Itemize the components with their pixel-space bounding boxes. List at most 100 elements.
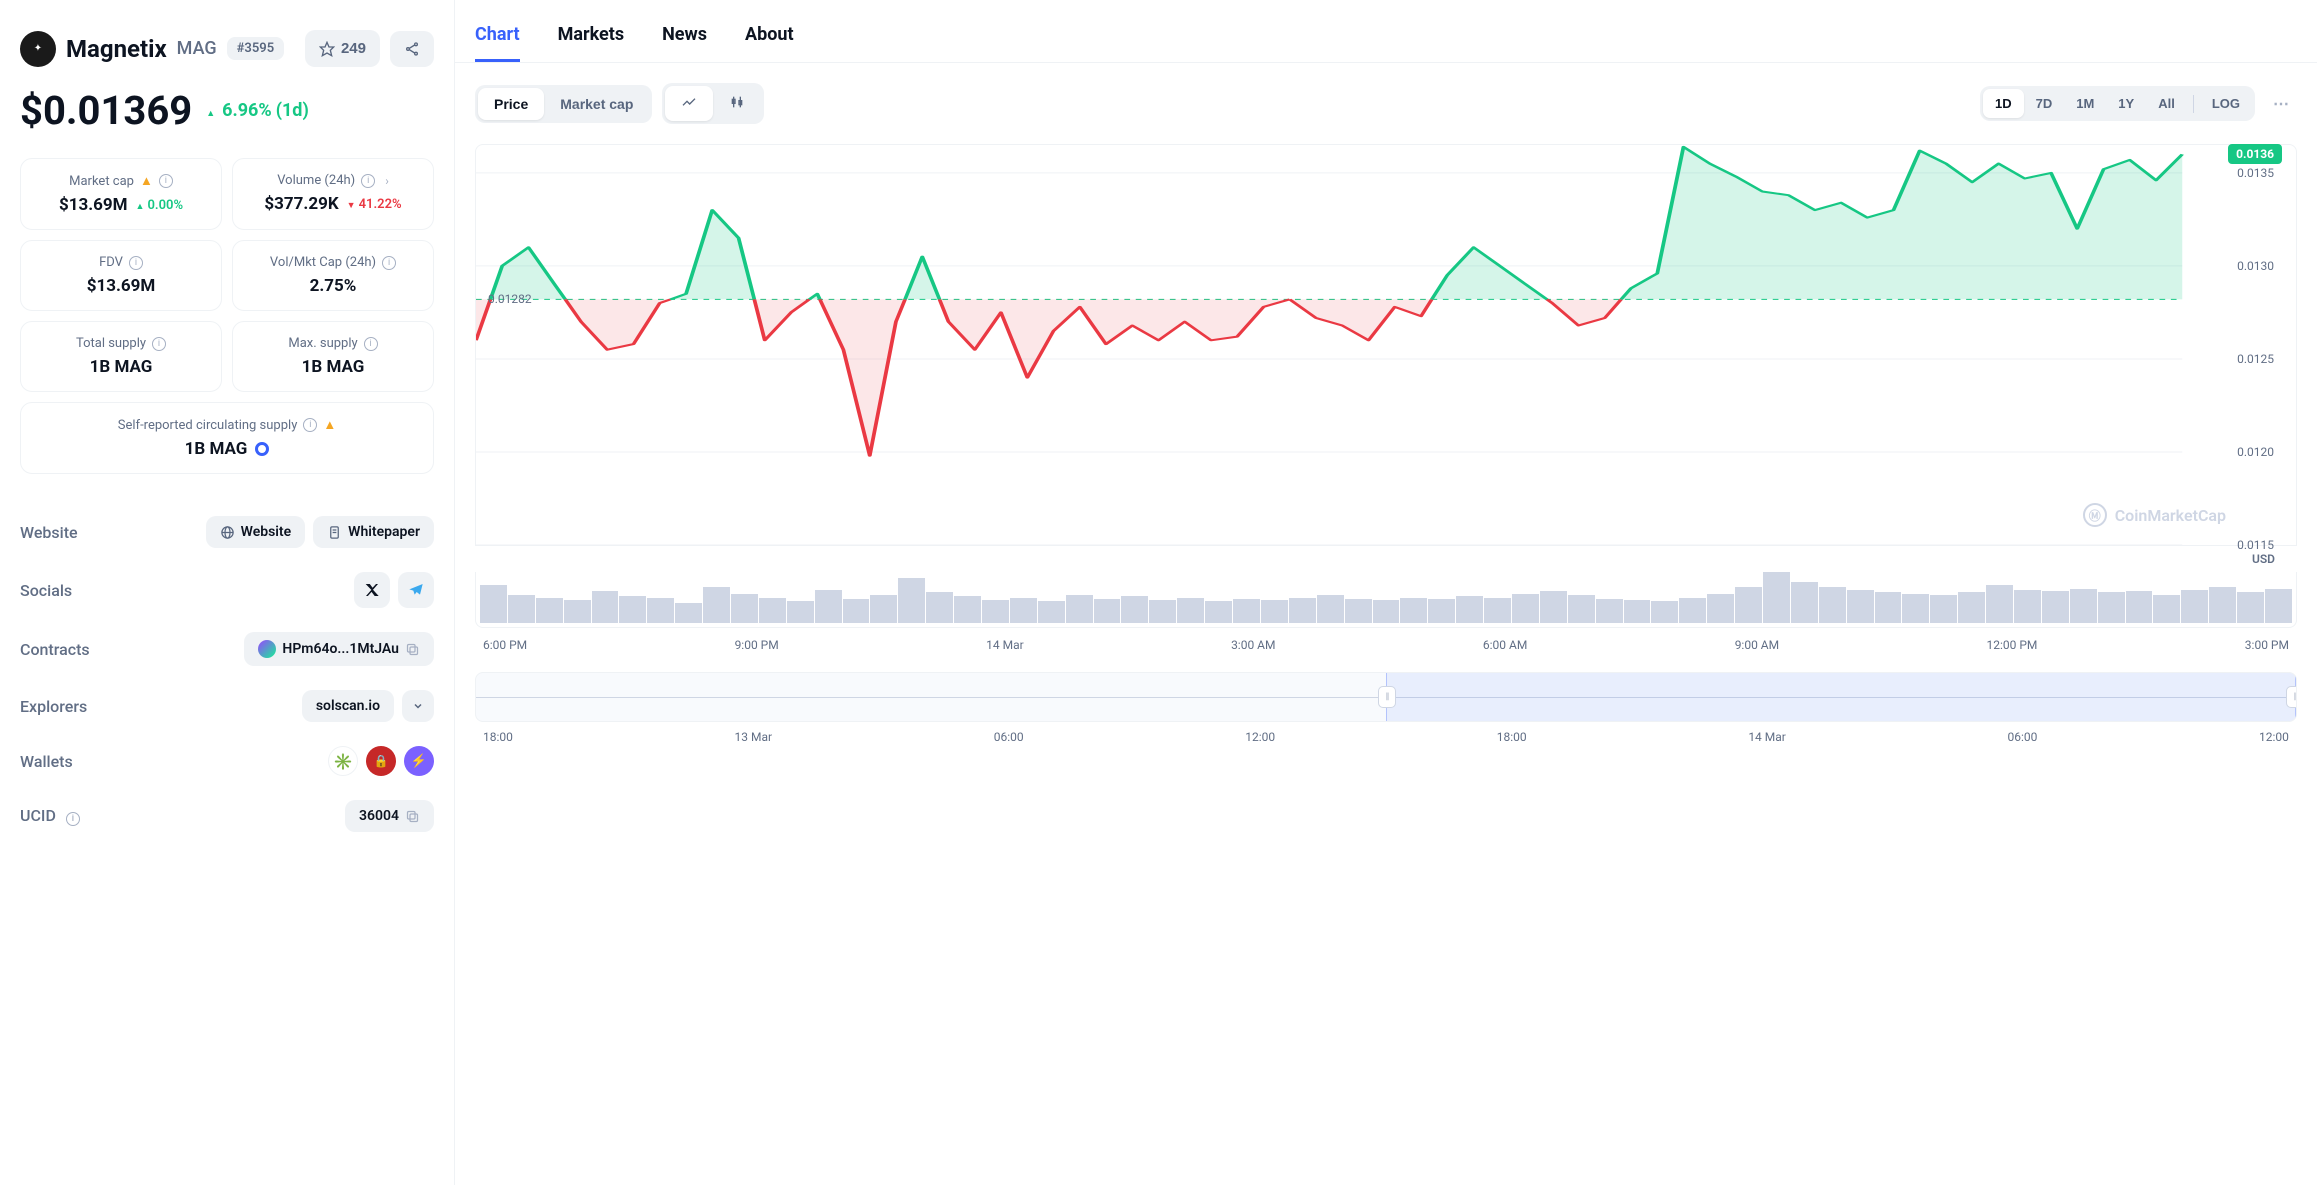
coin-name: Magnetix [66, 35, 167, 63]
share-button[interactable] [390, 31, 434, 67]
volume-bar [1121, 596, 1148, 623]
info-icon[interactable]: i [364, 337, 378, 351]
telegram-button[interactable] [398, 572, 434, 608]
chart-type-segment [662, 83, 764, 124]
volume-bar [1847, 590, 1874, 623]
volume-bar [536, 598, 563, 624]
info-icon[interactable]: i [361, 174, 375, 188]
volume-bar [1428, 599, 1455, 623]
volume-bar [926, 592, 953, 623]
volume-bar [1149, 600, 1176, 623]
volume-bar [2014, 590, 2041, 623]
volume-bar [982, 600, 1009, 623]
separator [2193, 95, 2194, 113]
coin-symbol: MAG [177, 38, 217, 59]
info-icon[interactable]: i [159, 174, 173, 188]
stat-total-supply[interactable]: Total supply i 1B MAG [20, 321, 222, 392]
globe-icon [220, 525, 235, 540]
price-chart[interactable]: 0.01282 0.0136 0.01150.01200.01250.01300… [475, 144, 2297, 546]
row-socials: Socials [20, 560, 434, 620]
volume-bar [1679, 598, 1706, 624]
stat-circ-supply[interactable]: Self-reported circulating supply i ▲ 1B … [20, 402, 434, 474]
ucid-chip[interactable]: 36004 [345, 800, 434, 832]
volume-bar [1038, 601, 1065, 623]
range-log-button[interactable]: LOG [2200, 89, 2252, 118]
tab-markets[interactable]: Markets [558, 24, 624, 62]
x-tick-label: 3:00 PM [2245, 638, 2289, 652]
range-7d-button[interactable]: 7D [2024, 89, 2065, 118]
range-1d-button[interactable]: 1D [1983, 89, 2024, 118]
wallet-2-button[interactable]: 🔒 [366, 746, 396, 776]
stat-max-supply[interactable]: Max. supply i 1B MAG [232, 321, 434, 392]
volume-bar [480, 585, 507, 623]
wallet-3-button[interactable]: ⚡ [404, 746, 434, 776]
x-axis: 6:00 PM9:00 PM14 Mar3:00 AM6:00 AM9:00 A… [475, 628, 2297, 652]
range-group: 1D 7D 1M 1Y All LOG [1980, 86, 2255, 121]
lock-icon: 🔒 [374, 754, 389, 768]
volume-bar [2265, 589, 2292, 623]
chart-more-button[interactable]: ⋯ [2265, 87, 2297, 120]
volume-bar [1066, 595, 1093, 623]
info-icon[interactable]: i [382, 256, 396, 270]
range-1y-button[interactable]: 1Y [2106, 89, 2146, 118]
volume-bar [2070, 589, 2097, 623]
document-icon [327, 525, 342, 540]
range-1m-button[interactable]: 1M [2064, 89, 2106, 118]
chart-svg [476, 145, 2296, 545]
baseline-label: 0.01282 [488, 292, 532, 306]
volume-bar [1986, 585, 2013, 623]
stat-market-cap[interactable]: Market cap ▲ i $13.69M 0.00% [20, 158, 222, 230]
watchlist-button[interactable]: 249 [305, 30, 380, 67]
stat-fdv[interactable]: FDV i $13.69M [20, 240, 222, 311]
y-tick-label: 0.0115 [2237, 538, 2274, 552]
volume-bar [1345, 599, 1372, 623]
overview-selection[interactable]: || || [1386, 673, 2296, 721]
website-button[interactable]: Website [206, 516, 306, 548]
tab-about[interactable]: About [745, 24, 794, 62]
overview-chart[interactable]: || || [475, 672, 2297, 722]
whitepaper-button[interactable]: Whitepaper [313, 516, 434, 548]
volume-bar [870, 595, 897, 623]
chart-wrap: 0.01282 0.0136 0.01150.01200.01250.01300… [455, 144, 2317, 652]
mode-marketcap-button[interactable]: Market cap [544, 88, 649, 120]
volume-bar [843, 599, 870, 623]
price-change-badge: 6.96% (1d) [206, 100, 309, 121]
share-icon [404, 41, 420, 57]
stat-vol-mkt-cap[interactable]: Vol/Mkt Cap (24h) i 2.75% [232, 240, 434, 311]
info-icon[interactable]: i [152, 337, 166, 351]
telegram-icon [408, 582, 424, 598]
range-all-button[interactable]: All [2146, 89, 2187, 118]
volume-bar [2153, 595, 2180, 623]
solana-icon [258, 640, 276, 658]
volume-bar [1596, 599, 1623, 623]
overview-handle-left[interactable]: || [1378, 686, 1396, 708]
copy-icon[interactable] [405, 642, 420, 657]
wallet-1-button[interactable]: ✳️ [328, 746, 358, 776]
coin-header: ✦ Magnetix MAG #3595 249 [20, 30, 434, 67]
copy-icon[interactable] [405, 809, 420, 824]
caret-up-icon: 0.00% [136, 198, 184, 213]
info-icon[interactable]: i [303, 418, 317, 432]
info-icon[interactable]: i [129, 256, 143, 270]
coin-logo-icon: ✦ [20, 31, 56, 67]
explorer-chip[interactable]: solscan.io [302, 690, 394, 722]
chevron-down-icon [412, 700, 424, 712]
candle-chart-button[interactable] [713, 86, 761, 121]
tab-chart[interactable]: Chart [475, 24, 520, 62]
volume-bar [1456, 596, 1483, 623]
caret-up-icon [206, 100, 218, 121]
volume-bar [1763, 572, 1790, 623]
mode-price-button[interactable]: Price [478, 88, 544, 120]
currency-label: USD [475, 546, 2297, 572]
stat-volume-24h[interactable]: Volume (24h) i › $377.29K 41.22% [232, 158, 434, 230]
info-icon[interactable]: i [66, 812, 80, 826]
explorer-dropdown-button[interactable] [402, 690, 434, 722]
line-chart-button[interactable] [665, 86, 713, 121]
volume-bar [1289, 598, 1316, 624]
volume-bar [564, 600, 591, 623]
contract-chip[interactable]: HPm64o...1MtJAu [244, 632, 434, 666]
tab-news[interactable]: News [662, 24, 707, 62]
overview-handle-right[interactable]: || [2286, 686, 2297, 708]
x-twitter-button[interactable] [354, 572, 390, 608]
volume-bar [2098, 592, 2125, 623]
